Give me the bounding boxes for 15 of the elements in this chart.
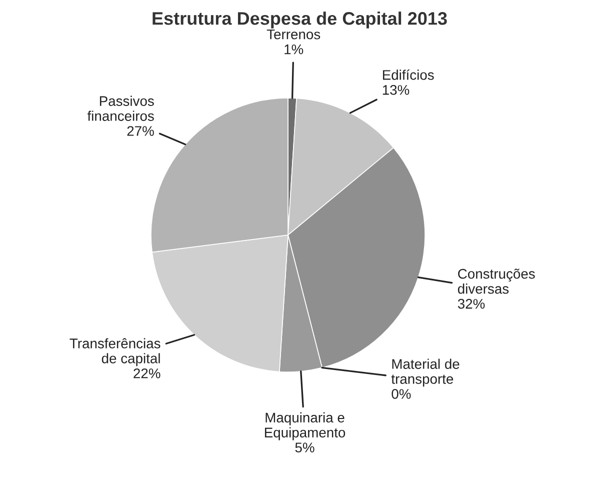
data-label: 13% — [382, 85, 410, 95]
chart-title: Estrutura Despesa de Capital 2013 — [152, 12, 447, 28]
legend-label: Material de transporte — [391, 358, 460, 387]
slice-label: Passivos financeiros — [87, 96, 154, 121]
data-label: 22% — [134, 368, 160, 378]
slice-label: Construções diversas — [458, 268, 535, 294]
data-label: 1% — [284, 44, 304, 54]
data-label: 27% — [127, 126, 154, 136]
slice-label: Terrenos — [266, 30, 320, 40]
slice-label: Maquinaria e Equipamento — [264, 412, 346, 440]
slice-label: Edifícios — [382, 70, 434, 80]
data-label: 32% — [458, 298, 485, 309]
text: 0% — [392, 389, 411, 399]
slice-label: Transferências de capital — [70, 338, 160, 366]
data-label: 5% — [295, 442, 314, 452]
